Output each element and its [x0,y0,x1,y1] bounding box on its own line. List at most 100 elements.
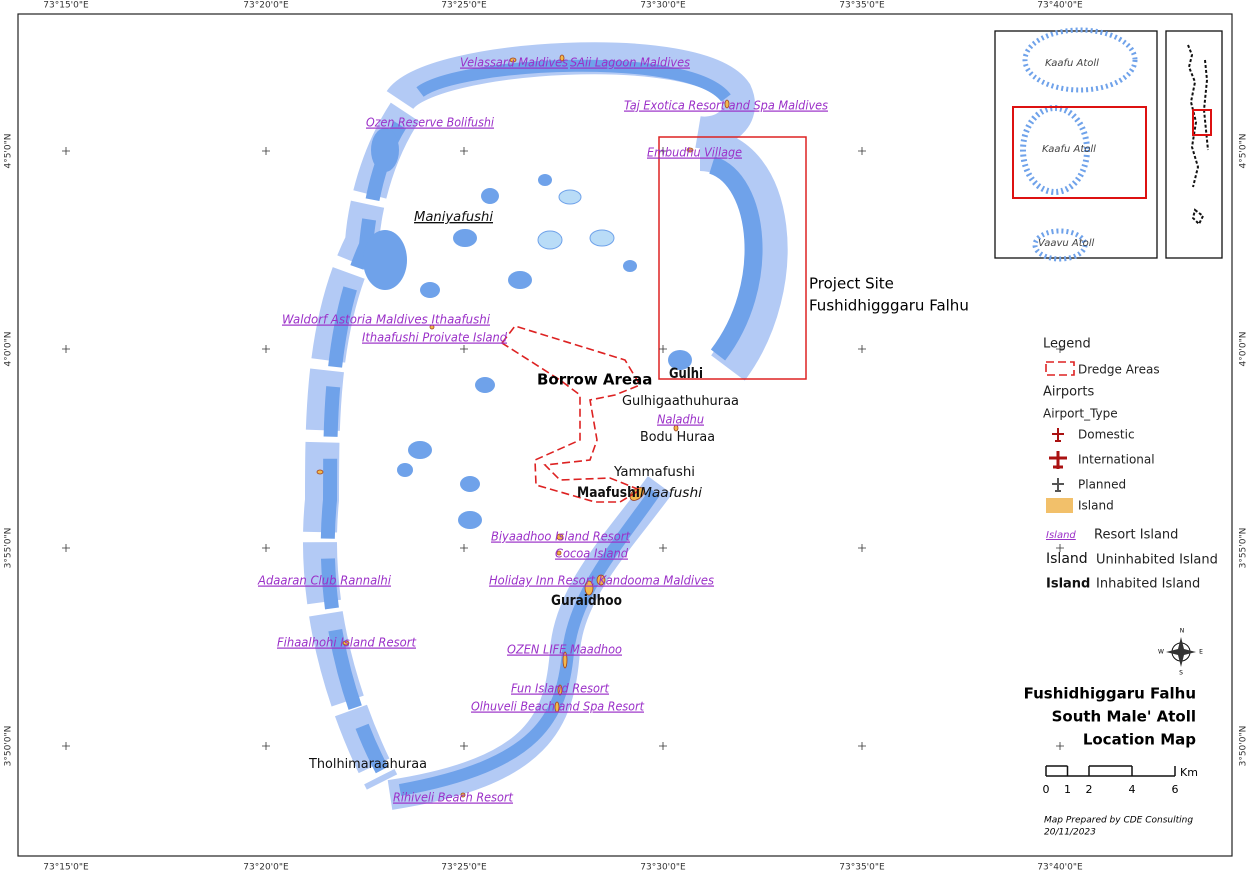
legend-icon [1052,428,1064,442]
compass-letter: N [1180,628,1185,635]
resort-label: Holiday Inn Resort Kandooma Maldives [489,574,714,588]
inset-map: Kaafu Atoll Kaafu Atoll Vaavu Atoll [994,27,1223,262]
lon-label: 73°15'0"E [43,1,89,11]
resort-label: Embudhu Village [647,146,742,160]
legend-icon [1052,478,1064,492]
island [584,580,594,596]
legend-sample: Island [1046,577,1090,592]
graticule-cross [1056,742,1064,750]
patch [460,476,480,492]
patch [458,511,482,529]
resort-label: Velassaru Maldives [460,56,568,70]
graticule-cross [858,147,866,155]
lake [589,229,615,247]
legend-heading: Airports [1043,385,1094,400]
legend-label: Uninhabited Island [1096,553,1218,568]
patch [420,282,440,298]
title-line: Location Map [1083,731,1196,749]
graticule-cross [262,147,270,155]
legend-icon [1049,451,1067,469]
lat-label: 3°50'0"N [4,726,14,767]
graticule: 73°15'0"E 73°15'0"E 73°20'0"E 73°20'0"E 73°2… [4,1,1249,873]
lon-label: 73°40'0"E [1037,1,1083,11]
island [559,54,565,62]
lon-label: 73°20'0"E [243,863,289,873]
lagoon-patches [363,128,692,529]
graticule-cross [262,345,270,353]
scale-label: 6 [1172,783,1179,796]
title-line: Fushidhiggaru Falhu [1024,685,1196,703]
uninhabited-label: Maafushi [640,485,702,501]
graticule-cross [1056,544,1064,552]
graticule-cross [659,345,667,353]
resort-label: Rihiveli Beach Resort [393,791,514,805]
uninhabited-label: Yammafushi [613,464,695,480]
compass-letter: W [1158,649,1164,656]
lat-label: 3°50'0"N [1239,726,1249,767]
resort-label: Fun Island Resort [511,682,610,696]
lat-label: 4°0'0"N [4,331,14,366]
resort-label: Fihaalhohi Island Resort [277,636,417,650]
resort-label: Cocoa Island [555,547,628,561]
patch [475,377,495,393]
project-site-label: Project Site [809,275,894,293]
island [673,424,679,432]
islands [316,54,730,798]
patch [371,128,399,172]
legend-sample: Island [1046,551,1088,567]
reef-inner [320,121,406,774]
island [316,469,324,475]
inhabited-label: Guraidhoo [551,593,622,609]
graticule-cross [62,147,70,155]
graticule-cross [858,742,866,750]
compass: N E S W [1158,628,1203,677]
island [629,487,645,501]
scale-unit: Km [1180,766,1198,779]
dredge-area [500,325,642,503]
lat-label: 3°55'0"N [1239,528,1249,569]
lon-label: 73°25'0"E [441,1,487,11]
patch [481,188,499,204]
island [596,574,606,586]
graticule-cross [62,742,70,750]
inset-atolls [1187,44,1209,226]
inset-label: Vaavu Atoll [1038,238,1095,249]
inhabited-label: Maafushi [577,485,640,501]
patch [397,463,413,477]
graticule-cross [262,544,270,552]
graticule-cross [62,345,70,353]
legend-label: Dredge Areas [1078,363,1160,377]
island [686,147,694,153]
island [509,57,517,63]
graticule-cross [460,147,468,155]
resort-label: Waldorf Astoria Maldives Ithaafushi [282,313,491,327]
uninhabited-label: Maniyafushi [414,209,493,225]
graticule-cross [460,742,468,750]
legend-label: Inhabited Island [1096,577,1200,592]
inset-extent [1012,106,1147,199]
reef [698,129,788,381]
graticule-cross [62,544,70,552]
compass-star [1166,637,1196,667]
lon-label: 73°20'0"E [243,1,289,11]
resort-label: Biyaadhoo Island Resort [491,530,631,544]
lagoon-lakes [537,189,615,250]
lon-label: 73°25'0"E [441,863,487,873]
island [556,550,562,556]
scale-label: 2 [1086,783,1093,796]
legend-label: Island [1078,499,1114,513]
legend-sample: Island [1046,530,1076,541]
lat-label: 4°0'0"N [1239,331,1249,366]
resort-label: Ozen Reserve Bolifushi [366,116,495,130]
project-site-label: Fushidhigggaru Falhu [809,297,969,315]
island [724,99,730,109]
lat-label: 3°55'0"N [4,528,14,569]
island [460,792,466,798]
legend-title: Legend [1043,337,1091,352]
graticule-cross [460,345,468,353]
lon-label: 73°30'0"E [640,1,686,11]
patch [623,260,637,272]
lake [558,189,582,205]
graticule-cross [858,544,866,552]
patch [508,271,532,289]
